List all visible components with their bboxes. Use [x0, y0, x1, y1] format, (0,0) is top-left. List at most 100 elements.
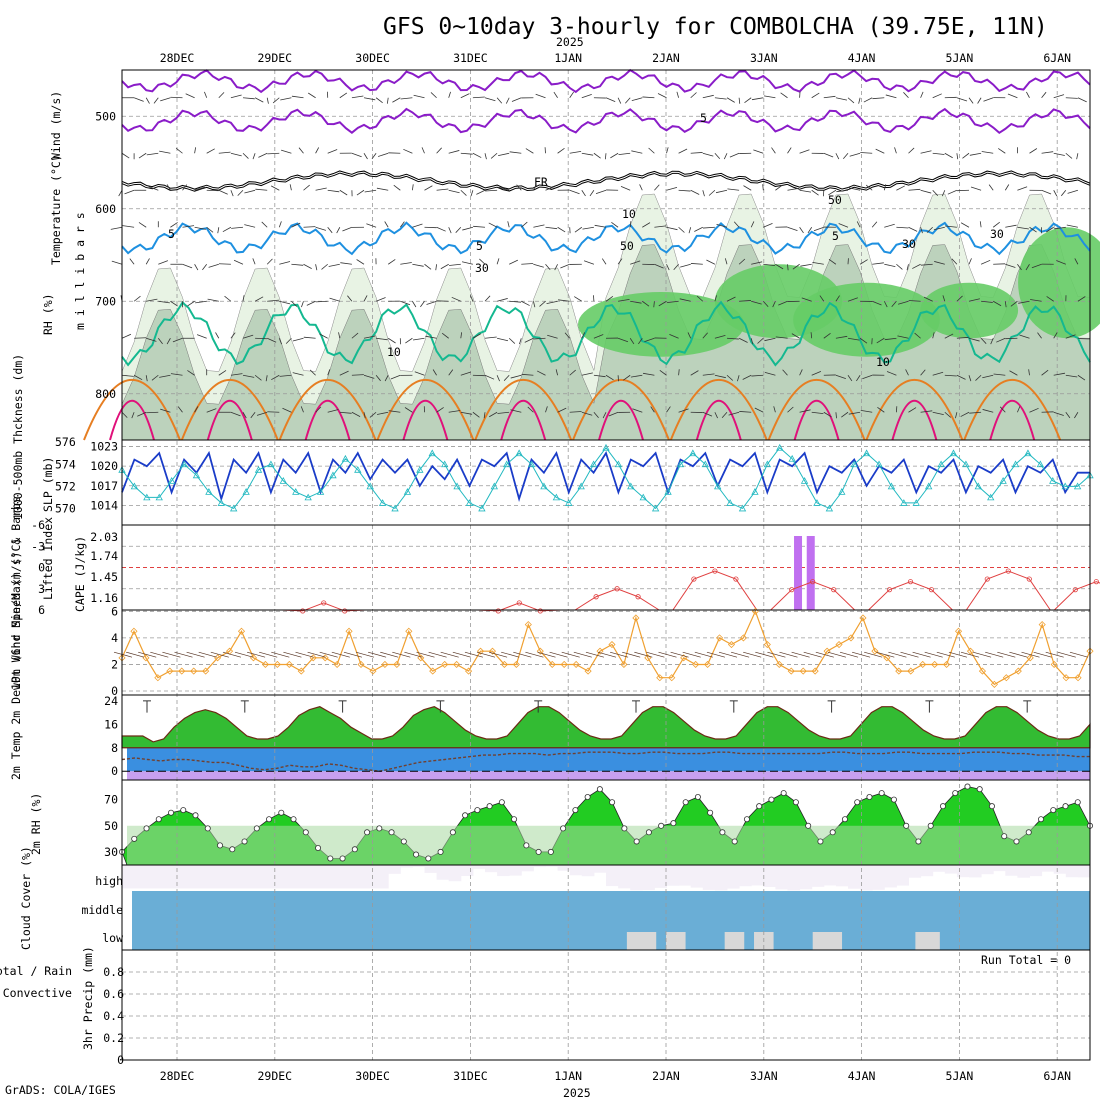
wind-barb	[648, 147, 655, 154]
pressure-tick: 600	[95, 202, 116, 216]
wind-barb	[1053, 152, 1065, 156]
wind-barb	[230, 373, 243, 376]
wind-barb	[472, 333, 481, 339]
wind-barb	[894, 147, 897, 154]
wind-barb	[356, 189, 365, 196]
cloud-low-patch	[666, 932, 686, 950]
wind-barb	[945, 225, 957, 228]
li-point	[1093, 579, 1099, 585]
wind-barb	[218, 151, 231, 154]
wind-barb	[862, 374, 873, 380]
thickness-point	[589, 460, 598, 468]
li-point	[342, 608, 348, 614]
wind-barb	[602, 412, 607, 419]
wind-barb	[787, 406, 794, 413]
wind-barb	[414, 371, 425, 376]
wind-barb	[715, 189, 728, 194]
wind-barb	[536, 370, 546, 376]
li-tick: 3	[38, 582, 45, 596]
wind-speed-point	[871, 647, 879, 655]
cloud-high-gap	[327, 865, 341, 889]
wind-barb	[787, 187, 799, 191]
wind-barb	[363, 335, 376, 339]
wind-barb	[292, 372, 304, 376]
wind-barb	[177, 406, 183, 413]
rh2m-point	[204, 825, 211, 832]
wind-barb-10m	[779, 651, 798, 658]
wind-barb	[828, 189, 837, 196]
precip-total-label: Total / Rain	[0, 964, 72, 978]
wind-barb-10m	[718, 651, 738, 658]
panel-fills	[121, 70, 1100, 950]
wind-barb-10m	[428, 651, 447, 658]
cloud-high-gap	[896, 865, 909, 886]
wind-barb	[791, 333, 800, 339]
wind-barb	[265, 375, 268, 382]
wind-barb	[172, 337, 183, 343]
wind-barb	[690, 263, 703, 265]
wind-barb	[489, 411, 498, 418]
wind-barb	[920, 227, 923, 234]
wind-barb	[554, 264, 558, 271]
wind-barb	[256, 411, 268, 416]
wind-barb	[420, 301, 425, 308]
wind-barb	[728, 411, 740, 416]
cloud-high-gap	[460, 865, 474, 876]
wind-barb	[166, 184, 171, 191]
li-point	[593, 594, 599, 600]
wind-barb	[204, 91, 208, 98]
wind-barb	[363, 374, 375, 379]
wind-barb	[424, 263, 432, 270]
rh2m-point	[278, 809, 285, 816]
cloud-high-gap	[521, 865, 534, 872]
wind-barb	[432, 369, 437, 376]
wind-barb	[751, 97, 764, 101]
wind-barb	[871, 221, 878, 228]
wind-barb	[206, 226, 214, 233]
wind-tick: 2	[111, 657, 118, 671]
wind-barb	[836, 189, 849, 193]
wind-barb	[944, 374, 957, 377]
wind-barb-10m	[1033, 651, 1052, 658]
wind-barb	[146, 337, 157, 342]
wind-barb	[787, 147, 792, 154]
wind-barb-10m	[440, 651, 459, 658]
wind-barb	[639, 184, 643, 191]
wind-barb-10m	[368, 651, 387, 658]
wind-barb	[436, 407, 444, 413]
temp2m-ylabel: 2m Temp 2m DewPt (6hr Min/Max) (°C)	[9, 538, 23, 780]
wind-barb	[555, 369, 558, 376]
wind-barb	[347, 295, 353, 302]
wind-speed-point	[895, 667, 903, 675]
wind-barb-10m	[162, 651, 181, 658]
cloud-high-gap	[303, 865, 317, 889]
wind-barb	[678, 226, 685, 233]
wind-barb	[1053, 190, 1058, 197]
thickness-point	[316, 488, 325, 495]
wind-barb	[678, 408, 689, 413]
temp-15-arch	[278, 379, 377, 441]
wind-barb	[351, 374, 364, 376]
wind-barb-10m	[222, 651, 241, 658]
wind-barb	[956, 97, 968, 102]
thickness-point	[701, 460, 709, 468]
wind-barb	[516, 184, 522, 191]
wind-barb	[498, 152, 510, 156]
li-point	[712, 568, 718, 574]
wind-barb	[545, 226, 558, 230]
li-point	[635, 594, 641, 600]
thickness-point	[912, 499, 920, 506]
wind-barb	[133, 374, 143, 381]
wind-barb	[133, 97, 144, 102]
cloud-high-gap	[158, 865, 171, 889]
wind-barb	[315, 147, 320, 154]
wind-barb	[799, 189, 812, 193]
year-label-bottom: 2025	[563, 1086, 591, 1100]
wind-barb	[908, 188, 921, 191]
rh2m-point	[266, 816, 273, 823]
wind-barb	[1018, 300, 1030, 304]
wind-barb	[384, 221, 389, 228]
cloud-high-gap	[678, 865, 692, 886]
wind-barb	[738, 258, 746, 265]
wind-barb	[977, 97, 982, 104]
